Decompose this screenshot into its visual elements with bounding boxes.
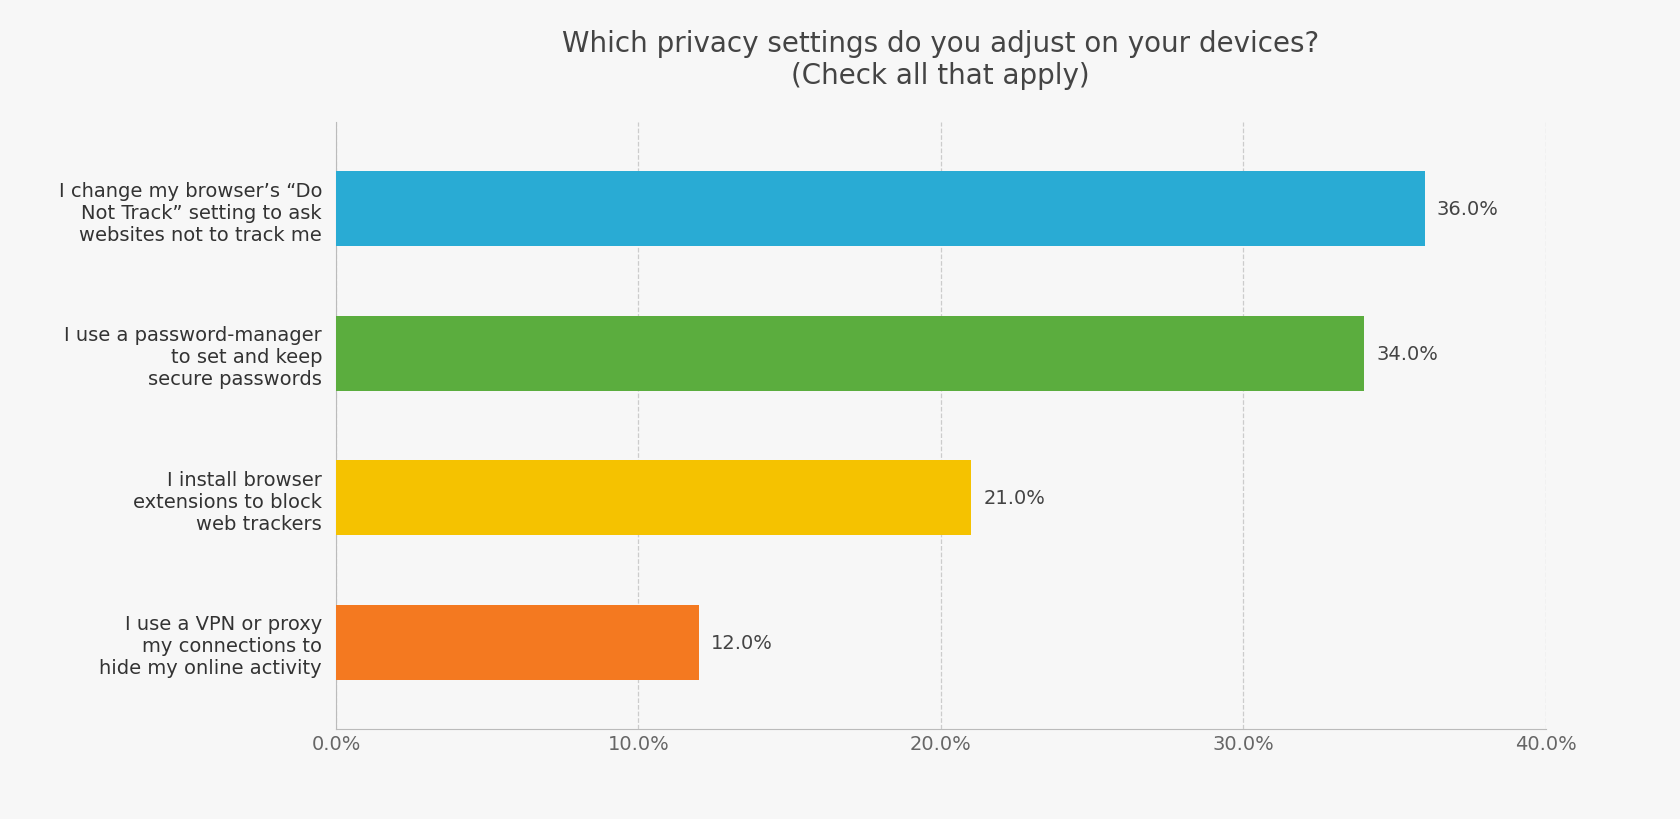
Text: 12.0%: 12.0% xyxy=(711,633,773,652)
Bar xyxy=(336,460,971,536)
Text: 36.0%: 36.0% xyxy=(1436,200,1499,219)
Bar xyxy=(336,604,699,680)
Text: 34.0%: 34.0% xyxy=(1376,344,1438,363)
Title: Which privacy settings do you adjust on your devices?
(Check all that apply): Which privacy settings do you adjust on … xyxy=(563,29,1319,90)
Bar xyxy=(336,172,1425,247)
Bar xyxy=(336,316,1364,391)
Text: 21.0%: 21.0% xyxy=(983,489,1045,508)
